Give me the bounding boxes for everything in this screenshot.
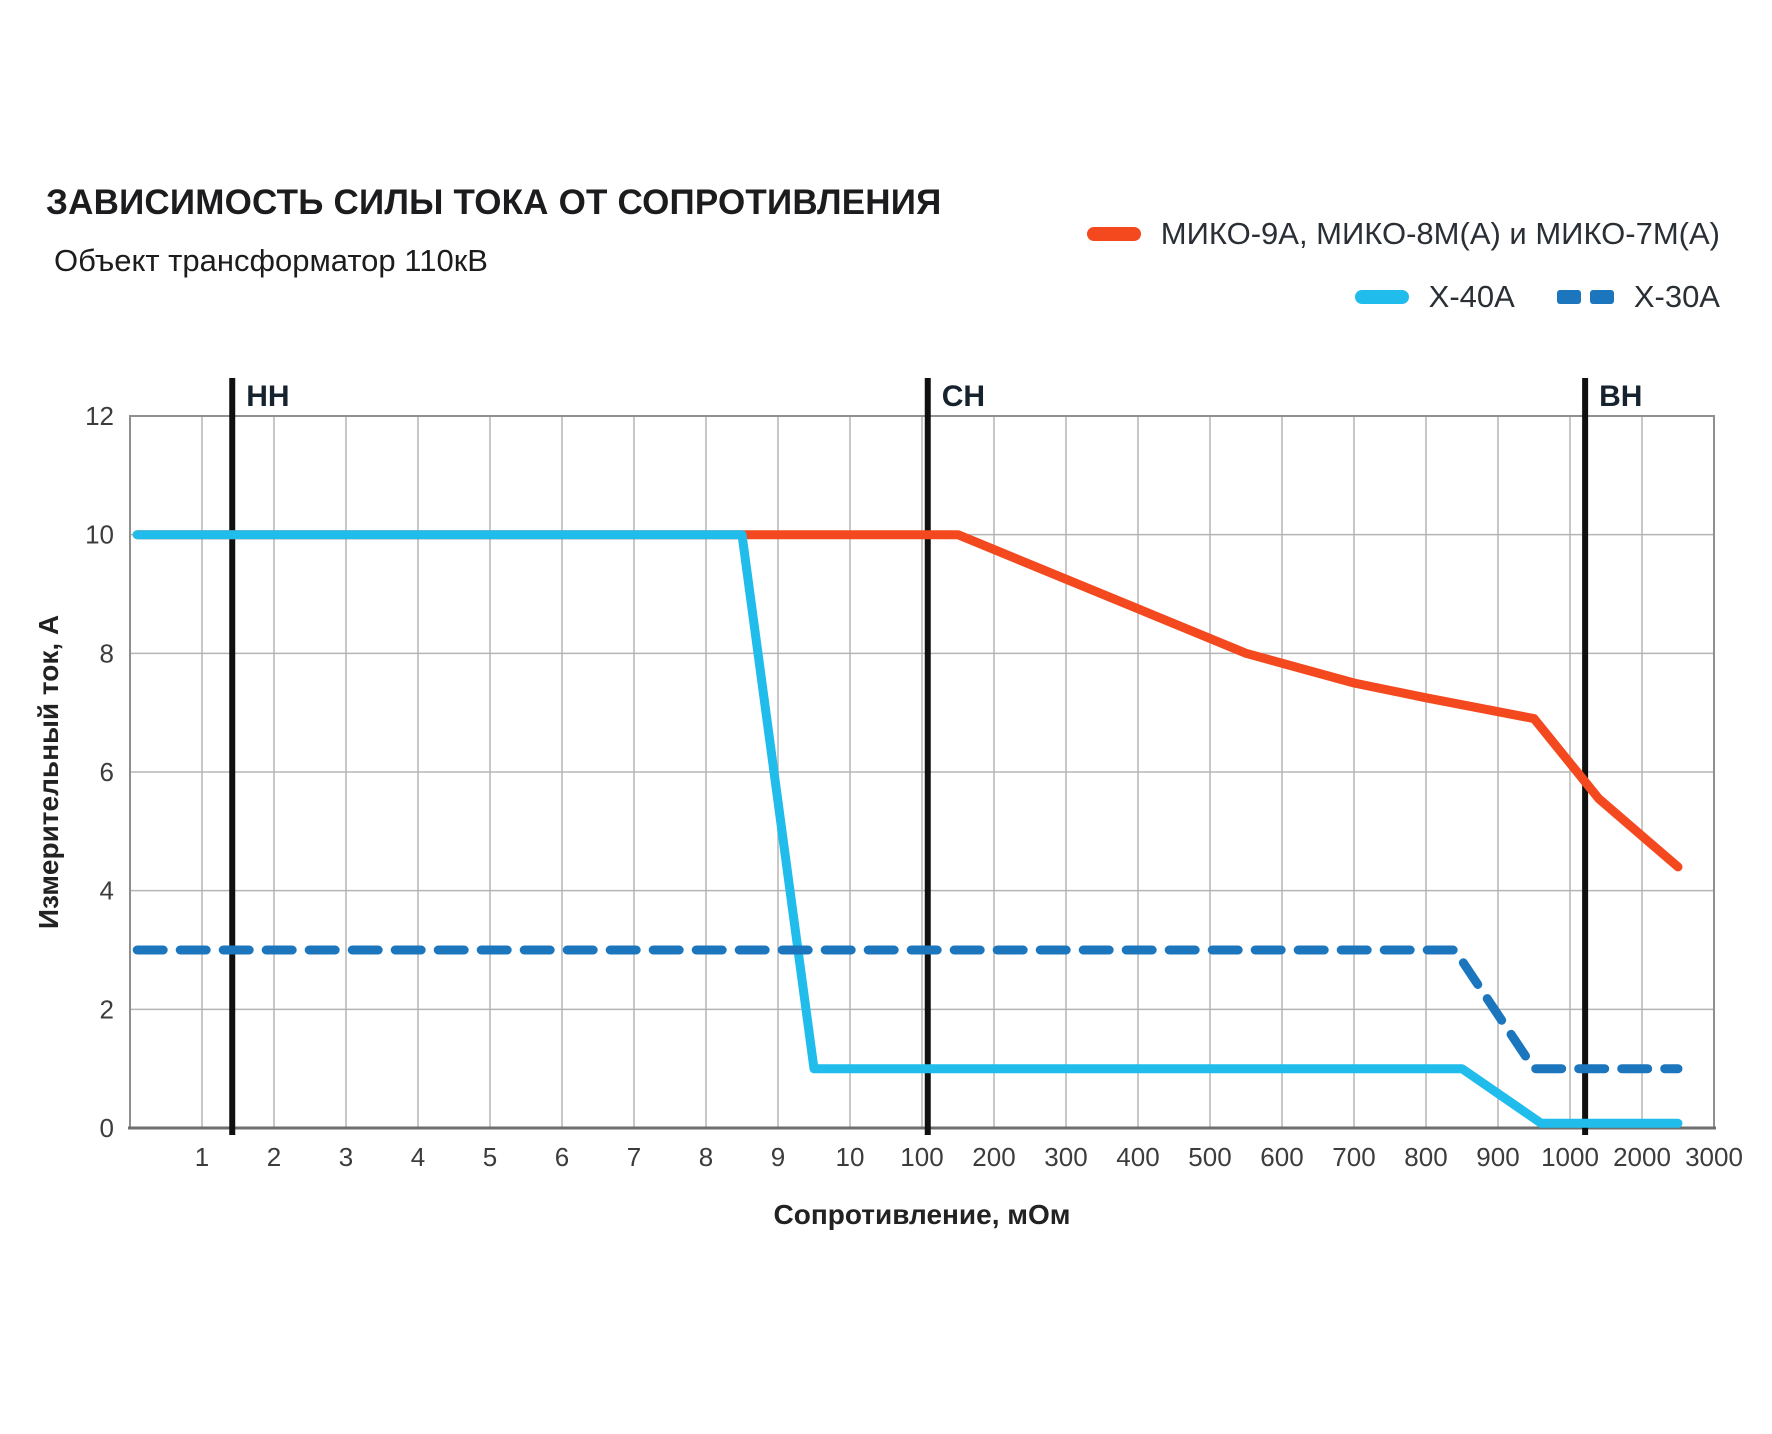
x-tick-label: 400 [1116,1142,1159,1172]
legend-label-x40a: X-40A [1428,279,1515,314]
y-tick-label: 10 [85,520,114,550]
series-line-2 [132,945,1683,1074]
x-tick-label: 3 [339,1142,353,1172]
x-tick-label: 4 [411,1142,425,1172]
chart-title: ЗАВИСИМОСТЬ СИЛЫ ТОКА ОТ СОПРОТИВЛЕНИЯ [46,183,942,222]
series-line-1 [132,530,1683,1128]
y-tick-label: 2 [100,994,114,1024]
legend-label-x30a: X-30A [1633,279,1720,314]
marker-label-ВН: ВН [1599,380,1642,413]
y-tick-label: 0 [100,1113,114,1143]
x-tick-label: 1 [195,1142,209,1172]
x-tick-label: 200 [972,1142,1015,1172]
x-tick-label: 100 [900,1142,943,1172]
x-tick-label: 600 [1260,1142,1303,1172]
legend-swatch-x30a [1556,290,1614,304]
x-tick-label: 300 [1044,1142,1087,1172]
y-tick-label: 6 [100,757,114,787]
x-tick-label: 8 [699,1142,713,1172]
x-tick-label: 9 [771,1142,785,1172]
x-tick-label: 6 [555,1142,569,1172]
x-tick-label: 500 [1188,1142,1231,1172]
y-tick-label: 8 [100,638,114,668]
x-tick-label: 1000 [1541,1142,1599,1172]
y-tick-label: 12 [85,401,114,431]
series-line-0 [132,530,1683,872]
marker-label-НН: НН [246,380,289,413]
legend-row-2: X-40A X-30A [1354,279,1720,315]
x-tick-label: 7 [627,1142,641,1172]
x-tick-label: 800 [1404,1142,1447,1172]
legend-row-1: МИКО-9А, МИКО-8М(А) и МИКО-7М(А) [1086,216,1720,252]
x-tick-label: 5 [483,1142,497,1172]
x-tick-label: 700 [1332,1142,1375,1172]
y-tick-label: 4 [100,876,114,906]
x-tick-label: 10 [836,1142,865,1172]
x-tick-label: 2000 [1613,1142,1671,1172]
legend-swatch-x40a [1354,290,1409,304]
x-tick-label: 3000 [1685,1142,1743,1172]
y-axis-title: Измерительный ток, А [33,615,64,929]
x-tick-label: 2 [267,1142,281,1172]
legend-swatch-miko [1086,227,1141,241]
marker-label-СН: СН [942,380,985,413]
x-tick-label: 900 [1476,1142,1519,1172]
chart-subtitle: Объект трансформатор 110кВ [54,243,488,278]
legend-label-miko: МИКО-9А, МИКО-8М(А) и МИКО-7М(А) [1160,216,1720,251]
x-axis-title: Сопротивление, мОм [774,1199,1071,1230]
